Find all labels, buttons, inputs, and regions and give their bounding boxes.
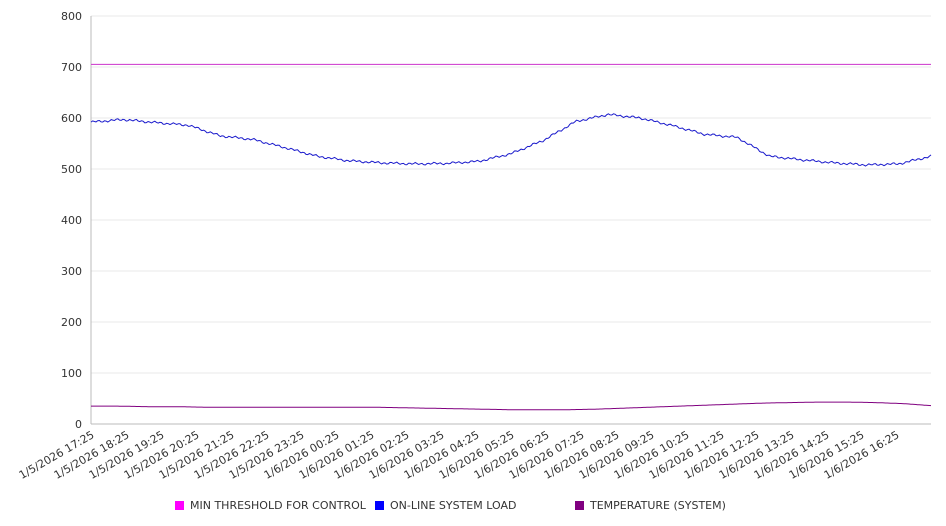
y-tick-label: 300 [61,265,82,278]
legend-swatch-min-threshold [175,501,184,510]
chart-series [90,63,932,411]
series-line-2 [91,401,932,411]
legend-item-temperature[interactable]: TEMPERATURE (SYSTEM) [575,499,726,512]
y-axis-ticks: 0 100 200 300 400 500 600 700 800 [61,10,82,431]
legend-item-min-threshold[interactable]: MIN THRESHOLD FOR CONTROL [175,499,366,512]
legend-swatch-temperature [575,501,584,510]
y-tick-label: 100 [61,367,82,380]
chart-grid [91,15,931,374]
y-tick-label: 0 [75,418,82,431]
legend-item-system-load[interactable]: ON-LINE SYSTEM LOAD [375,499,516,512]
legend-label-system-load: ON-LINE SYSTEM LOAD [390,499,517,512]
y-tick-label: 400 [61,214,82,227]
x-axis-ticks: 1/5/2026 17:251/5/2026 18:251/5/2026 19:… [17,428,902,482]
legend-label-temperature: TEMPERATURE (SYSTEM) [590,499,726,512]
legend-label-min-threshold: MIN THRESHOLD FOR CONTROL [190,499,366,512]
legend-swatch-system-load [375,501,384,510]
chart-axes [90,16,931,425]
series-line-1 [90,113,932,167]
y-tick-label: 500 [61,163,82,176]
y-tick-label: 200 [61,316,82,329]
y-tick-label: 600 [61,112,82,125]
y-tick-label: 700 [61,61,82,74]
y-tick-label: 800 [61,10,82,23]
chart-legend: MIN THRESHOLD FOR CONTROL ON-LINE SYSTEM… [0,499,946,517]
